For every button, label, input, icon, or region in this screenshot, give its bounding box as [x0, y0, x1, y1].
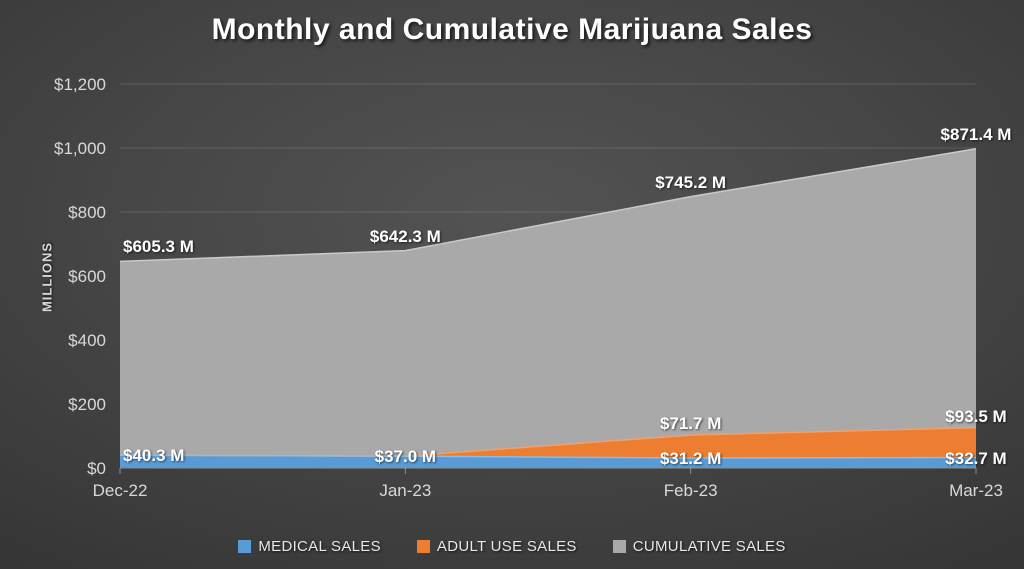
y-tick-label: $200: [68, 395, 106, 414]
x-tick-label: Feb-23: [664, 481, 718, 500]
legend: MEDICAL SALES ADULT USE SALES CUMULATIVE S…: [0, 538, 1024, 555]
legend-label-adult-use-sales: ADULT USE SALES: [436, 538, 577, 555]
area-adult-use-sales: [120, 427, 976, 459]
legend-swatch-medical-sales: [238, 540, 252, 553]
legend-item-cumulative-sales: CUMULATIVE SALES: [612, 538, 786, 555]
x-tick-label: Jan-23: [379, 481, 431, 500]
legend-swatch-cumulative-sales: [612, 540, 626, 553]
x-tick-label: Mar-23: [949, 481, 1003, 500]
y-tick-label: $0: [87, 459, 106, 478]
y-tick-label: $1,000: [54, 139, 106, 158]
chart-title: Monthly and Cumulative Marijuana Sales: [211, 13, 813, 46]
legend-item-adult-use-sales: ADULT USE SALES: [416, 538, 577, 555]
y-tick-label: $600: [68, 267, 106, 286]
area-edge-cumulative-sales: [119, 148, 977, 263]
y-tick-label: $400: [68, 331, 106, 350]
legend-label-medical-sales: MEDICAL SALES: [258, 538, 381, 555]
y-tick-label: $1,200: [54, 75, 106, 94]
legend-label-cumulative-sales: CUMULATIVE SALES: [632, 538, 786, 555]
area-edge-medical-sales: [119, 454, 977, 459]
x-tick-label: Dec-22: [93, 481, 148, 500]
legend-item-medical-sales: MEDICAL SALES: [238, 538, 381, 555]
area-cumulative-sales: [120, 148, 976, 457]
legend-swatch-adult-use-sales: [416, 540, 430, 553]
y-tick-label: $800: [68, 203, 106, 222]
